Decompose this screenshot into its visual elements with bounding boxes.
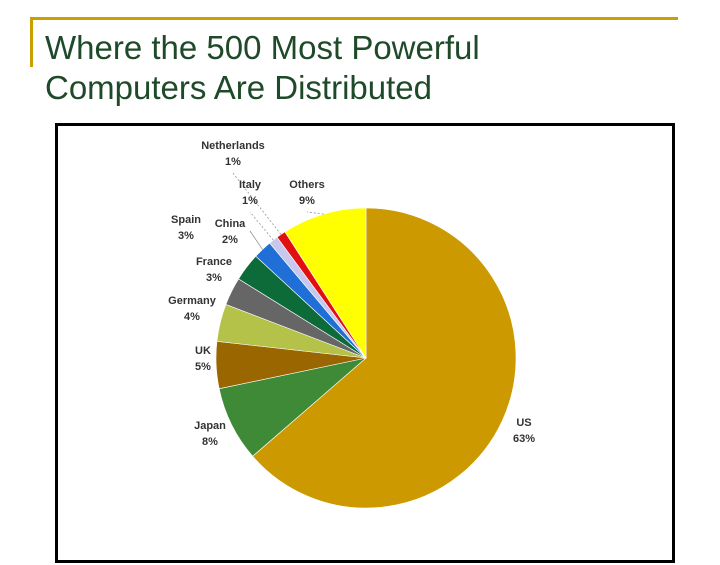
pie-labels: US 63% Japan 8% UK 5% Germany 4% France 3% Spain 3%…: [168, 140, 535, 448]
pie-leader-lines: [232, 172, 324, 250]
slice-label-uk: UK: [195, 345, 211, 357]
pie-chart: US 63% Japan 8% UK 5% Germany 4% France 3% Spain 3%…: [168, 140, 535, 509]
slice-value-netherlands: 1%: [225, 156, 241, 168]
slice-label-others: Others: [289, 179, 324, 191]
slice-label-france: France: [196, 256, 232, 268]
slice-label-spain: Spain: [171, 214, 201, 226]
slice-label-china: China: [215, 218, 246, 230]
slide-title-line-1: Where the 500 Most Powerful: [45, 29, 480, 66]
title-accent-rule-top: [30, 17, 678, 20]
leader-line-others: [306, 211, 324, 215]
chart-frame: US 63% Japan 8% UK 5% Germany 4% France 3% Spain 3%…: [55, 123, 675, 563]
leader-line-netherlands: [232, 172, 282, 235]
pie-slices: [215, 207, 517, 509]
slice-value-us: 63%: [513, 433, 535, 445]
slice-label-us: US: [516, 417, 531, 429]
slice-label-netherlands: Netherlands: [201, 140, 265, 152]
title-accent-rule-left: [30, 17, 33, 67]
slice-label-japan: Japan: [194, 420, 226, 432]
slide-title: Where the 500 Most Powerful Computers Ar…: [45, 28, 665, 108]
pie-slice-us: [252, 207, 517, 509]
slice-value-spain: 3%: [178, 230, 194, 242]
slice-value-italy: 1%: [242, 195, 258, 207]
leader-line-china: [249, 230, 263, 250]
slice-value-france: 3%: [206, 272, 222, 284]
slice-value-others: 9%: [299, 195, 315, 207]
slice-value-china: 2%: [222, 234, 238, 246]
slide-title-line-2: Computers Are Distributed: [45, 69, 432, 106]
slice-value-uk: 5%: [195, 361, 211, 373]
slice-label-germany: Germany: [168, 295, 217, 307]
slice-label-italy: Italy: [239, 179, 262, 191]
pie-slice-others: [284, 207, 367, 360]
slice-value-japan: 8%: [202, 436, 218, 448]
slice-value-germany: 4%: [184, 311, 200, 323]
